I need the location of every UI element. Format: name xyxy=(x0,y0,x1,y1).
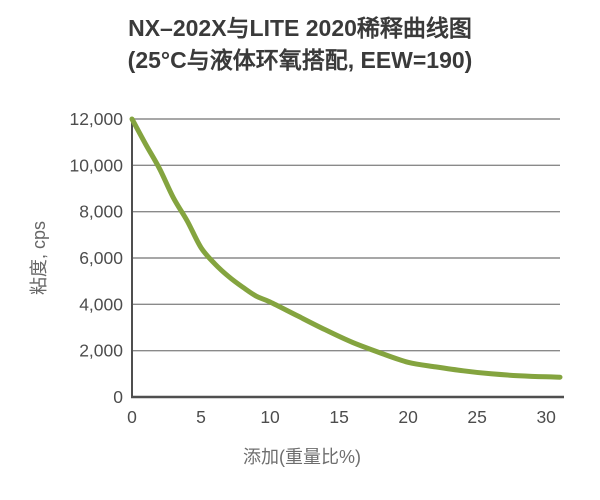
x-tick-label: 20 xyxy=(398,407,418,427)
y-tick-label: 6,000 xyxy=(79,248,123,268)
x-tick-label: 0 xyxy=(127,407,137,427)
y-tick-label: 4,000 xyxy=(79,294,123,314)
chart-title: NX–202X与LITE 2020稀释曲线图 (25°C与液体环氧搭配, EEW… xyxy=(0,12,600,76)
y-tick-label: 12,000 xyxy=(69,109,123,129)
plot-area: 0 2,000 4,000 6,000 8,000 10,000 12,000 0 5 10 15 2… xyxy=(69,109,564,427)
x-tick-label: 25 xyxy=(467,407,486,427)
y-tick-label: 0 xyxy=(113,387,123,407)
chart-title-line1: NX–202X与LITE 2020稀释曲线图 xyxy=(128,15,472,41)
dilution-curve xyxy=(129,116,563,380)
x-tick-label: 5 xyxy=(196,407,206,427)
y-tick-label: 8,000 xyxy=(79,202,123,222)
y-tick-label: 10,000 xyxy=(69,155,123,175)
y-tick-label: 2,000 xyxy=(79,341,123,361)
x-axis-title: 添加(重量比%) xyxy=(243,447,361,467)
x-tick-label: 15 xyxy=(329,407,348,427)
chart-title-line2: (25°C与液体环氧搭配, EEW=190) xyxy=(127,47,473,73)
x-tick-label: 30 xyxy=(536,407,556,427)
x-tick-label: 10 xyxy=(260,407,280,427)
